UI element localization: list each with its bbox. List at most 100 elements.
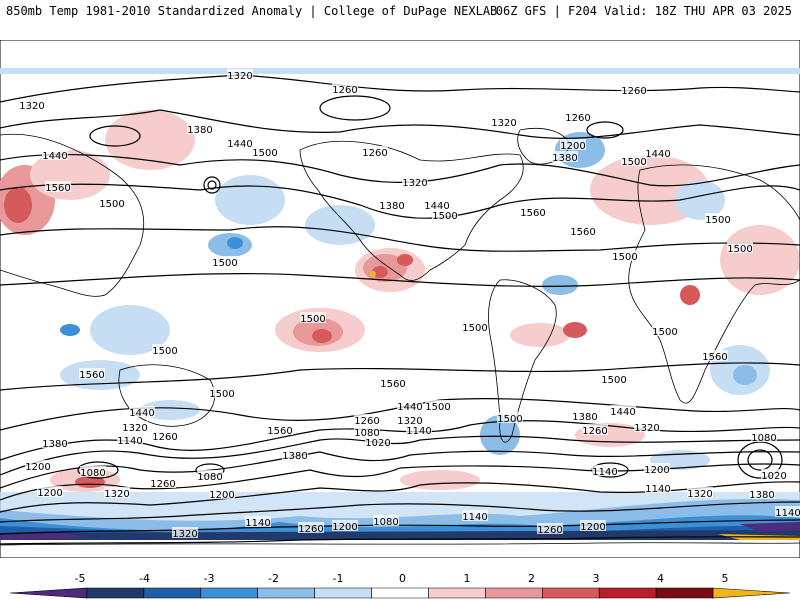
contour-label-bg xyxy=(580,520,606,531)
contour-label: 1260 xyxy=(621,86,646,97)
contour-label: 1500 xyxy=(432,211,457,222)
contour-label: 1140 xyxy=(406,426,431,437)
contour-label-bg xyxy=(520,206,546,217)
contour-label-bg xyxy=(621,155,647,166)
contour-label-bg xyxy=(209,488,235,499)
contour-label-bg xyxy=(129,406,155,417)
contour-label-bg xyxy=(402,176,428,187)
contour-label: 1080 xyxy=(373,517,398,528)
contour-label: 1320 xyxy=(104,489,129,500)
contour-label: 1320 xyxy=(227,71,252,82)
contour-label-bg xyxy=(354,426,380,437)
colorbar-swatch xyxy=(314,587,372,599)
contour-label: 1560 xyxy=(267,426,292,437)
contour-label-bg xyxy=(397,414,423,425)
contour-label: 1200 xyxy=(332,522,357,533)
contour-label-bg xyxy=(380,377,406,388)
contour-label-bg xyxy=(749,488,775,499)
contour-label-bg xyxy=(365,436,391,447)
contour-label-bg xyxy=(227,69,253,80)
contour-label-bg xyxy=(187,123,213,134)
contour-label-bg xyxy=(621,84,647,95)
anomaly-colorbar: -5 -4 -3 -2 -1 0 1 2 3 4 5 xyxy=(9,572,791,599)
contour-label: 1200 xyxy=(209,490,234,501)
contour-label: 1320 xyxy=(19,101,44,112)
colorbar-tick-label: -1 xyxy=(333,572,344,585)
colorbar-tick-label: 0 xyxy=(399,572,406,585)
contour-label: 1500 xyxy=(212,258,237,269)
contour-label: 1500 xyxy=(621,157,646,168)
contour-label: 1440 xyxy=(227,139,252,150)
contour-label-bg xyxy=(775,506,800,517)
contour-label: 1380 xyxy=(749,490,774,501)
contour-label: 1140 xyxy=(245,518,270,529)
contour-label: 1320 xyxy=(491,118,516,129)
contour-label-bg xyxy=(227,137,253,148)
contour-label: 1140 xyxy=(775,508,800,519)
contour-label-bg xyxy=(150,477,176,488)
contour-label-bg xyxy=(332,83,358,94)
contour-label: 1440 xyxy=(645,149,670,160)
contour-label: 1380 xyxy=(42,439,67,450)
contour-label-bg xyxy=(354,414,380,425)
contour-label-bg xyxy=(25,460,51,471)
contour-label: 1320 xyxy=(687,489,712,500)
colorbar-swatch xyxy=(257,587,315,599)
contour-label-bg xyxy=(379,199,405,210)
contour-label: 1440 xyxy=(42,151,67,162)
contour-label-bg xyxy=(761,469,787,480)
contour-label: 1500 xyxy=(705,215,730,226)
contour-label: 1260 xyxy=(298,524,323,535)
contour-label-bg xyxy=(397,400,423,411)
contour-label-bg xyxy=(552,151,578,162)
contour-label: 1500 xyxy=(252,148,277,159)
contour-label: 1500 xyxy=(727,244,752,255)
contour-label-bg xyxy=(432,209,458,220)
contour-label: 1500 xyxy=(462,323,487,334)
contour-label-bg xyxy=(79,368,105,379)
colorbar-ticks: -5 -4 -3 -2 -1 0 1 2 3 4 5 xyxy=(75,572,729,585)
contour-label-bg xyxy=(645,147,671,158)
contour-label: 1020 xyxy=(761,471,786,482)
colorbar-tick-label: -5 xyxy=(75,572,86,585)
contour-label: 1500 xyxy=(612,252,637,263)
contour-label-bg xyxy=(152,430,178,441)
colorbar-swatch xyxy=(485,587,543,599)
contour-label: 1200 xyxy=(560,141,585,152)
contour-label: 1260 xyxy=(152,432,177,443)
contour-label: 1020 xyxy=(365,438,390,449)
contour-label-bg xyxy=(362,146,388,157)
contour-label: 1140 xyxy=(645,484,670,495)
contour-label: 1380 xyxy=(187,125,212,136)
contour-label-bg xyxy=(462,321,488,332)
map-title: 850mb Temp 1981-2010 Standardized Anomal… xyxy=(6,4,498,18)
contour-label-bg xyxy=(80,466,106,477)
colorbar-tick-label: 3 xyxy=(593,572,600,585)
contour-label-bg xyxy=(152,344,178,355)
contour-label: 1200 xyxy=(644,465,669,476)
colorbar-swatch xyxy=(86,587,145,599)
contour-label: 1380 xyxy=(379,201,404,212)
contour-label-bg xyxy=(267,424,293,435)
contour-label: 1500 xyxy=(209,389,234,400)
contour-label-bg xyxy=(570,225,596,236)
colorbar-tick-label: -3 xyxy=(204,572,215,585)
colorbar-tick-label: -4 xyxy=(139,572,150,585)
contour-label: 1320 xyxy=(634,423,659,434)
contour-label: 1140 xyxy=(462,512,487,523)
colorbar-swatch xyxy=(143,587,202,599)
contour-label-bg xyxy=(537,523,563,534)
contour-label: 1500 xyxy=(497,414,522,425)
contour-label-bg xyxy=(122,421,148,432)
contour-label: 1200 xyxy=(580,522,605,533)
contour-label: 1140 xyxy=(117,436,142,447)
colorbar-swatch xyxy=(371,587,429,599)
contour-label-bg xyxy=(245,516,271,527)
colorbar-tick-label: -2 xyxy=(268,572,279,585)
contour-label-bg xyxy=(565,111,591,122)
contour-label-bg xyxy=(406,424,432,435)
contour-label-bg xyxy=(582,424,608,435)
contour-label-bg xyxy=(197,470,223,481)
